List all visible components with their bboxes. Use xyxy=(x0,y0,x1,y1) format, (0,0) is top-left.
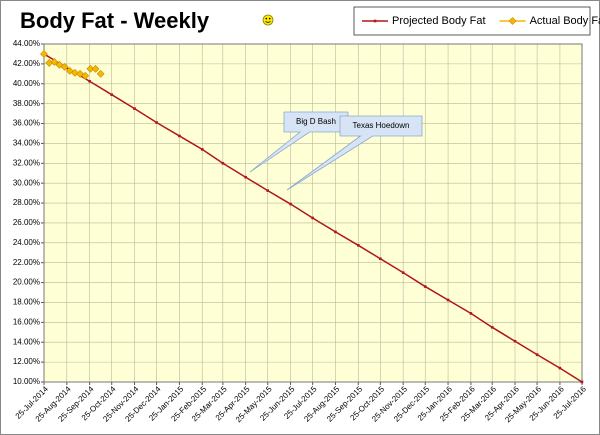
callout: Texas Hoedown xyxy=(286,115,423,191)
data-point xyxy=(490,326,494,329)
y-tick-label: 20.00% xyxy=(13,278,40,287)
data-point xyxy=(86,64,95,73)
legend-marker xyxy=(373,19,377,23)
y-tick-label: 44.00% xyxy=(13,39,40,48)
data-point xyxy=(356,244,360,247)
smiley-icon xyxy=(262,14,274,26)
data-point xyxy=(178,134,181,138)
data-point xyxy=(91,64,100,73)
legend-label: Actual Body Fat xyxy=(530,15,600,27)
data-point xyxy=(70,68,79,77)
data-point xyxy=(50,57,59,66)
y-tick-label: 12.00% xyxy=(13,357,40,366)
data-point xyxy=(334,230,337,234)
y-tick-label: 26.00% xyxy=(13,218,40,227)
plot-area xyxy=(44,44,582,382)
data-point xyxy=(513,339,517,343)
callout-text: Texas Hoedown xyxy=(353,121,410,130)
callout-shape xyxy=(249,111,349,173)
legend: Projected Body Fat Actual Body Fat xyxy=(353,6,600,36)
data-point xyxy=(40,50,48,58)
data-point xyxy=(535,353,539,356)
y-tick-label: 16.00% xyxy=(13,317,40,326)
data-point xyxy=(88,79,91,83)
y-tick-label: 36.00% xyxy=(13,119,40,128)
y-tick-label: 24.00% xyxy=(13,238,40,247)
y-tick-label: 40.00% xyxy=(13,79,40,88)
legend-marker xyxy=(508,17,517,25)
data-point xyxy=(423,285,427,288)
data-point xyxy=(289,202,292,206)
y-tick-label: 30.00% xyxy=(13,178,40,187)
y-tick-label: 38.00% xyxy=(13,99,40,108)
y-tick-label: 22.00% xyxy=(13,258,40,267)
y-tick-label: 18.00% xyxy=(13,298,40,307)
legend-label: Projected Body Fat xyxy=(392,15,486,27)
y-tick-label: 42.00% xyxy=(13,59,40,68)
data-point xyxy=(60,62,69,71)
legend-box xyxy=(353,6,591,36)
y-tick-label: 10.00% xyxy=(13,377,40,386)
data-point xyxy=(266,189,270,192)
plot-border xyxy=(43,43,583,383)
data-point xyxy=(221,161,225,165)
data-point xyxy=(558,366,562,370)
data-point xyxy=(311,216,314,220)
data-point xyxy=(200,148,204,151)
y-tick-label: 32.00% xyxy=(13,158,40,167)
chart-title: Body Fat - Weekly xyxy=(20,8,210,33)
callout-shape xyxy=(286,115,423,191)
y-tick-label: 34.00% xyxy=(13,139,40,148)
y-tick-label: 14.00% xyxy=(13,337,40,346)
data-point xyxy=(155,121,158,124)
data-point xyxy=(133,107,136,110)
y-tick-label: 28.00% xyxy=(13,198,40,207)
data-point xyxy=(446,298,450,302)
callout-text: Big D Bash xyxy=(296,117,336,126)
data-point xyxy=(379,257,382,261)
data-point xyxy=(401,271,405,274)
data-point xyxy=(96,69,105,78)
data-point xyxy=(580,380,584,384)
data-point xyxy=(469,312,473,315)
data-point xyxy=(244,175,247,179)
data-point xyxy=(110,93,114,96)
data-point xyxy=(81,71,90,80)
callout: Big D Bash xyxy=(249,111,349,173)
